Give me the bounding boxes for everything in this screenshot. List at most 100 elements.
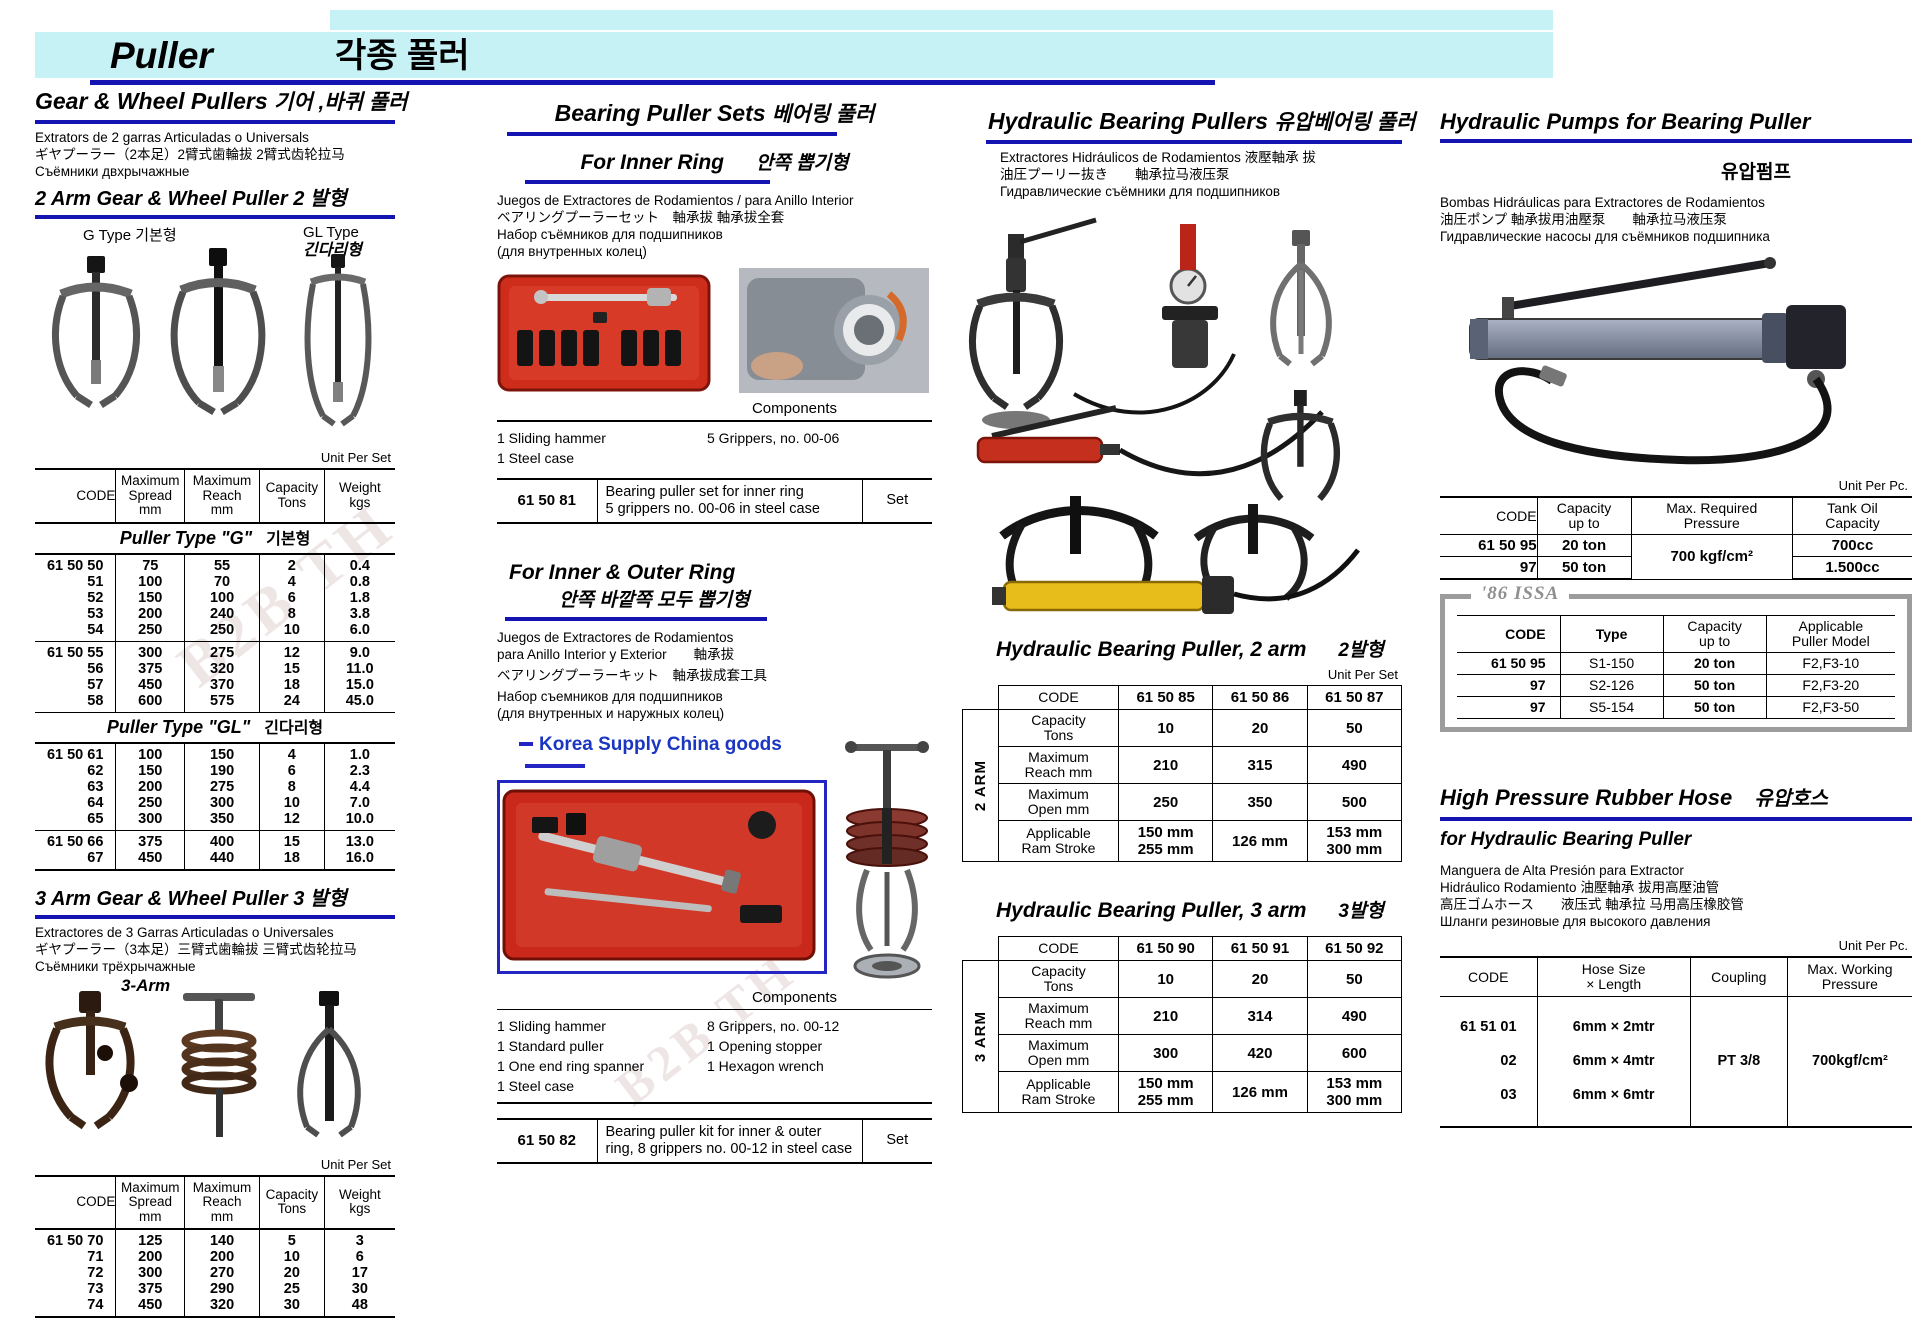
desc-ja: 高圧ゴムホース 液压式 軸承拉 马用高压橡胶管 — [1440, 897, 1744, 912]
spread-cell: 150 — [115, 589, 185, 606]
tank-cell: 700cc — [1791, 534, 1912, 557]
section-row-type-gl: Puller Type "GL" 긴다리형 — [35, 711, 395, 744]
table-row: 61 50 55 300 275 12 9.0 — [35, 640, 395, 661]
capacity-cell: 10 — [258, 794, 325, 811]
code-cell: 61 50 85 — [1117, 685, 1214, 710]
hose-title-ko: 유압호스 — [1754, 788, 1828, 810]
components-bottom-rule — [497, 1102, 932, 1104]
corner-cell — [963, 686, 999, 710]
code-cell: 65 — [87, 810, 104, 827]
weight-cell: 30 — [323, 1281, 395, 1297]
table-row: 65 300 350 12 10.0 — [35, 810, 395, 830]
section-title-ko: 유압펌프 — [1721, 162, 1791, 183]
desc-ja: 油圧ポンプ 軸承拔用油壓泵 軸承拉马液压泵 — [1440, 212, 1727, 227]
section-title-en: Gear & Wheel Pullers — [35, 88, 268, 114]
table-row: 54 250 250 10 6.0 — [35, 621, 395, 641]
spread-cell: 600 — [115, 692, 185, 712]
stroke-cell: 153 mm 300 mm — [1306, 1071, 1403, 1113]
description-cell: Bearing puller kit for inner & outer rin… — [596, 1117, 862, 1164]
type-cell: S1-150 — [1559, 652, 1664, 675]
capacity-cell: 18 — [258, 676, 325, 693]
blue-rule — [1440, 817, 1912, 821]
weight-cell: 15.0 — [323, 676, 395, 693]
code-cell: 61 50 82 — [497, 1117, 597, 1164]
reach-cell: 320 — [184, 660, 260, 677]
table-row: 57 450 370 18 15.0 — [35, 676, 395, 693]
capacity-cell: 10 — [1117, 709, 1214, 747]
table-header-row: CODE Maximum Spread mm Maximum Reach mm … — [35, 468, 395, 524]
reach-cell: 575 — [184, 692, 260, 712]
component-item: 1 Opening stopper — [707, 1038, 823, 1054]
blue-rule — [35, 914, 395, 919]
code-cell: 61 50 92 — [1306, 936, 1403, 961]
code-cell: 61 50 86 — [1212, 685, 1308, 710]
table-row: Maximum Reach mm 210 315 490 — [963, 746, 1403, 784]
capacity-cell: 12 — [258, 640, 325, 661]
weight-header: Weight kgs — [323, 468, 395, 524]
arm-count-side-label: 2 ARM — [962, 709, 999, 862]
capacity-cell: 50 ton — [1662, 696, 1767, 719]
reach-cell: 100 — [184, 589, 260, 606]
reach-cell: 275 — [184, 778, 260, 795]
code-cell: 61 50 70 — [46, 1233, 104, 1249]
section-description: Bombas Hidráulicas para Extractores de R… — [1440, 194, 1912, 245]
capacity-cell: 30 — [258, 1297, 325, 1318]
capacity-cell: 10 — [258, 1249, 325, 1265]
two-arm-title: 2 Arm Gear & Wheel Puller 2 발형 — [35, 187, 395, 211]
code-cell: 52 — [87, 589, 104, 606]
reach-cell: 400 — [184, 829, 260, 850]
weight-cell: 4.4 — [323, 778, 395, 795]
table-row: 63 200 275 8 4.4 — [35, 778, 395, 795]
weight-cell: 17 — [323, 1265, 395, 1281]
two-arm-title-ko: 2 발형 — [293, 188, 347, 210]
weight-cell: 1.0 — [323, 742, 395, 763]
section-row-type-g: Puller Type "G" 기본형 — [35, 522, 395, 555]
desc-es: Extractores de 3 Garras Articuladas o Un… — [35, 924, 334, 940]
code-cell: 67 — [35, 849, 116, 871]
spread-cell: 75 — [115, 553, 185, 574]
table-row: Maximum Open mm 250 350 500 — [963, 783, 1403, 821]
spread-cell: 100 — [115, 742, 185, 763]
weight-cell: 1.8 — [323, 589, 395, 606]
capacity-cell: 4 — [258, 573, 325, 590]
code-header: CODE — [35, 1174, 116, 1230]
hose-title: High Pressure Rubber Hose 유압호스 — [1440, 784, 1912, 813]
table-row: 97 50 ton 1.500cc — [1440, 556, 1912, 580]
desc-ja: ギヤプーラー（3本足）三臂式歯輪拔 三臂式齿轮拉马 — [35, 941, 357, 957]
components-rule — [497, 420, 932, 422]
three-arm-image-block: 3-Arm — [35, 975, 395, 1153]
code-cell: 61 50 90 — [1117, 936, 1214, 961]
spread-cell: 250 — [115, 621, 185, 641]
reach-cell: 490 — [1306, 997, 1403, 1035]
reach-cell: 250 — [184, 621, 260, 641]
hose-subtitle: for Hydraulic Bearing Puller — [1440, 829, 1692, 850]
page-title-band: Puller 각종 풀러 — [35, 32, 1553, 78]
weight-cell: 7.0 — [323, 794, 395, 811]
stroke-row-label: Applicable Ram Stroke — [998, 820, 1119, 862]
model-header: Applicable Puller Model — [1765, 615, 1895, 653]
three-arm-description: Extractores de 3 Garras Articuladas o Un… — [35, 924, 395, 975]
table-row: 71 200 200 10 6 — [35, 1249, 395, 1265]
stroke-cell: 150 mm 255 mm — [1117, 1071, 1214, 1113]
table-row: 61 50 95 S1-150 20 ton F2,F3-10 — [1457, 652, 1895, 675]
spread-cell: 450 — [115, 849, 185, 871]
korea-supply-label: Korea Supply China goods — [497, 734, 827, 778]
capacity-cell: 18 — [258, 849, 325, 871]
capacity-cell: 5 — [258, 1229, 325, 1249]
blue-rule — [35, 215, 395, 219]
open-cell: 250 — [1117, 783, 1214, 821]
title-underline — [90, 80, 1215, 85]
stroke-cell: 126 mm — [1212, 820, 1308, 862]
capacity-cell: 6 — [258, 762, 325, 779]
code-cell: 61 50 66 — [35, 829, 116, 850]
hydraulic-2arm-title-ko: 2발형 — [1338, 640, 1384, 661]
inner-outer-description: Juegos de Extractores de Rodamientos par… — [497, 629, 932, 722]
desc-es: Manguera de Alta Presión para Extractor — [1440, 863, 1684, 878]
type-gl-label-ko: 긴다리형 — [264, 719, 324, 737]
table-row: Applicable Ram Stroke 150 mm 255 mm 126 … — [963, 1071, 1403, 1113]
coupling-header: Coupling — [1689, 956, 1788, 997]
capacity-cell: 10 — [258, 621, 325, 641]
code-cell: 51 — [87, 573, 104, 590]
code-header: CODE — [1457, 615, 1561, 653]
size-cell: 6mm × 2mtr 6mm × 4mtr 6mm × 6mtr — [1536, 996, 1691, 1128]
